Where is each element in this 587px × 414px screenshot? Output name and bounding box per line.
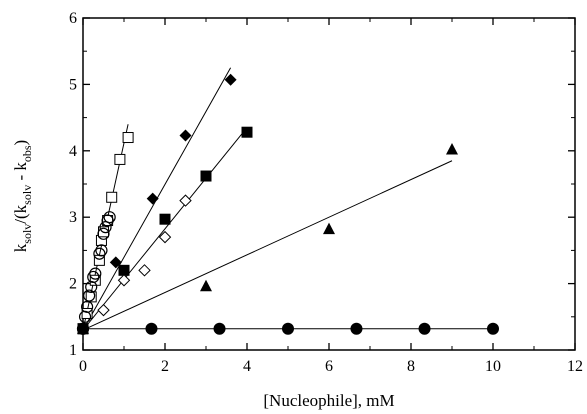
y-axis-title-sub1: solv (20, 224, 34, 244)
y-tick-label: 5 (69, 76, 77, 93)
fit-line-filled-triangle (82, 160, 453, 331)
filled-triangle-point (446, 142, 458, 155)
filled-square-point (200, 170, 212, 182)
filled-circle-point (350, 322, 363, 335)
filled-triangle-point (200, 279, 212, 292)
open-circle-point (83, 289, 96, 302)
open-diamond-point (158, 230, 172, 244)
filled-circle-point (282, 322, 294, 335)
open-circle-point (101, 214, 114, 227)
open-circle-point (95, 244, 108, 257)
open-square-point (81, 307, 93, 319)
x-tick-label: 0 (79, 358, 87, 375)
y-tick-label: 1 (69, 342, 77, 359)
open-circle-point (103, 211, 116, 224)
open-circle-point (93, 247, 106, 260)
filled-diamond-point (179, 129, 192, 142)
y-tick-label: 2 (69, 276, 77, 293)
filled-square-point (159, 213, 171, 225)
y-axis-title-k1: k (11, 243, 30, 252)
open-square-point (93, 254, 105, 266)
plot-area (82, 17, 576, 351)
x-tick-label: 6 (325, 358, 333, 375)
y-axis-title-dash: - k (11, 162, 30, 185)
open-circle-point (87, 270, 100, 284)
open-diamond-point (97, 303, 110, 317)
y-tick-label: 4 (69, 143, 77, 160)
filled-square-point (241, 126, 253, 138)
y-tick-label: 6 (69, 10, 77, 27)
x-axis-title: [Nucleophile], mM (263, 391, 394, 410)
open-square-point (89, 274, 101, 286)
y-axis-title-middle: /(k (11, 204, 30, 223)
fit-lines (82, 67, 493, 331)
filled-square-point (118, 264, 130, 276)
filled-circle-point (77, 322, 89, 335)
y-axis-title-sub2: solv (20, 185, 34, 205)
open-circle-point (97, 227, 110, 240)
open-diamond-point (117, 274, 131, 287)
plot-frame (82, 17, 576, 351)
open-diamond-point (138, 264, 151, 277)
filled-circle-point (213, 322, 226, 335)
open-circle-point (85, 280, 98, 294)
filled-circle-point (145, 322, 158, 335)
open-square-point (106, 191, 118, 203)
filled-circle-point (487, 322, 499, 335)
y-tick-label: 3 (69, 209, 77, 226)
fit-line-filled-square (82, 127, 248, 331)
open-circle-point (89, 267, 102, 280)
y-axis-title-tail: ) (11, 140, 30, 146)
data-points (76, 73, 499, 335)
x-tick-label: 8 (407, 358, 415, 375)
x-tick-label: 2 (161, 358, 169, 375)
x-tick-label: 12 (567, 358, 583, 375)
filled-diamond-point (224, 73, 237, 86)
open-diamond-point (179, 194, 192, 207)
open-square-point (114, 153, 126, 165)
filled-triangle-point (323, 222, 335, 235)
filled-circle-point (418, 322, 431, 335)
open-square-point (122, 132, 134, 144)
open-circle-point (80, 300, 94, 313)
y-axis-title: ksolv/(ksolv - kobs) (11, 140, 34, 252)
x-tick-label: 4 (243, 358, 251, 375)
filled-diamond-point (146, 192, 159, 205)
y-axis-title-sub3: obs (20, 145, 34, 162)
open-circle-point (78, 310, 92, 323)
x-tick-label: 10 (485, 358, 501, 375)
